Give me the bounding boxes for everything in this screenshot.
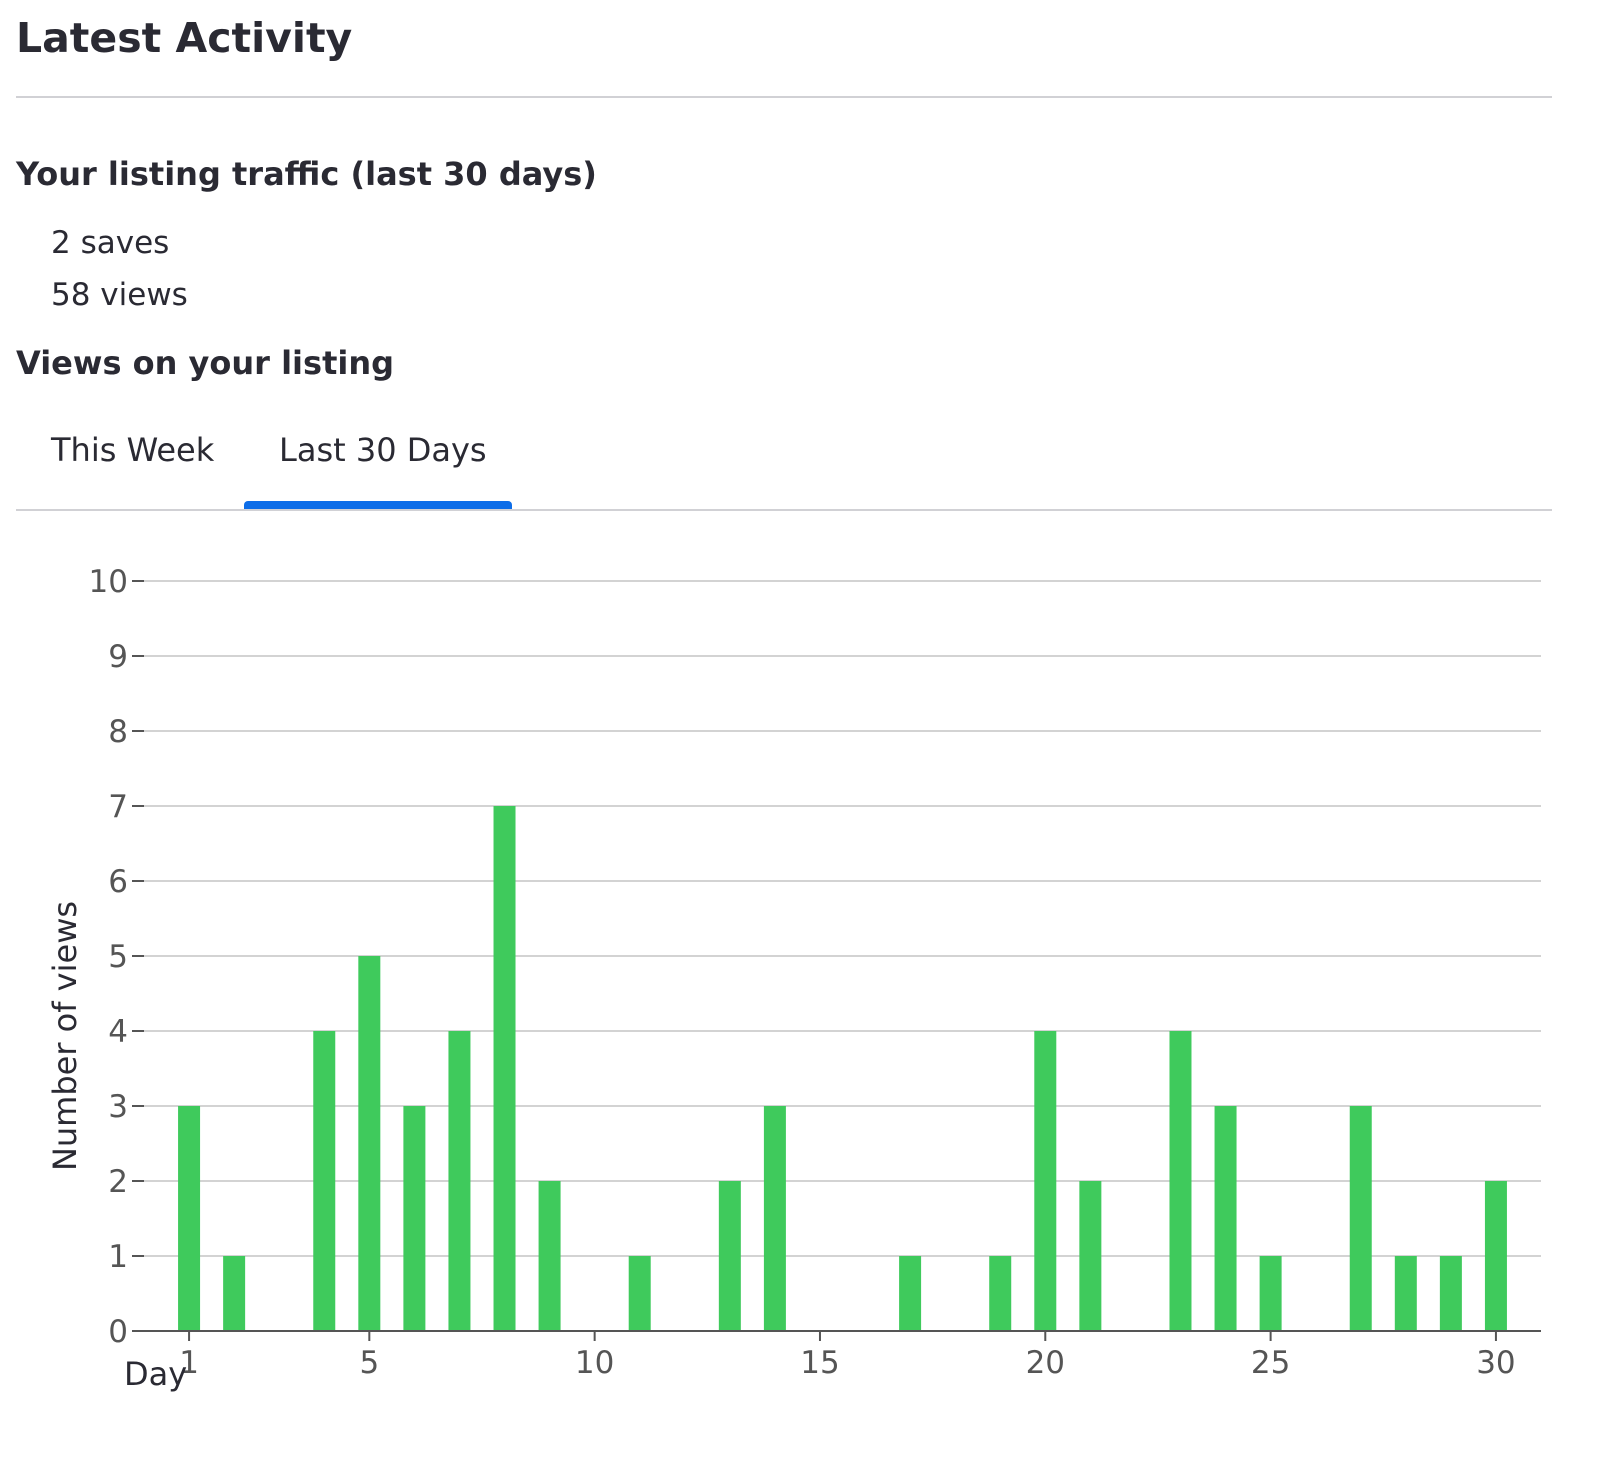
x-tick-label: 10 (575, 1345, 614, 1381)
y-tick-label: 9 (108, 639, 128, 675)
y-tick-label: 0 (108, 1314, 128, 1350)
bar-day-6 (403, 1106, 426, 1331)
bar-day-25 (1259, 1256, 1282, 1331)
x-tick-label: 5 (359, 1345, 379, 1381)
bar-day-27 (1349, 1106, 1372, 1331)
selected-tab-indicator (244, 501, 512, 509)
bar-day-14 (763, 1106, 786, 1331)
bar-day-20 (1034, 1031, 1057, 1331)
bar-day-2 (223, 1256, 246, 1331)
y-tick-label: 6 (108, 864, 128, 900)
views-section-title: Views on your listing (16, 344, 395, 382)
chart-gridlines (144, 580, 1541, 1257)
bar-day-30 (1484, 1181, 1507, 1331)
saves-count: 2 saves (51, 225, 170, 261)
x-tick-label: 1 (179, 1345, 199, 1381)
views-count: 58 views (51, 277, 188, 313)
y-tick-label: 10 (89, 564, 128, 600)
x-tick-label: 30 (1476, 1345, 1515, 1381)
bar-day-29 (1439, 1256, 1462, 1331)
bar-day-9 (538, 1181, 561, 1331)
bar-day-28 (1394, 1256, 1417, 1331)
x-tick-label: 15 (800, 1345, 839, 1381)
x-axis-title: Day (124, 1355, 187, 1393)
bar-day-7 (448, 1031, 471, 1331)
y-tick-label: 3 (108, 1089, 128, 1125)
bar-day-19 (989, 1256, 1012, 1331)
tab-last-30-days-label: Last 30 Days (279, 431, 487, 469)
x-tick-label: 20 (1026, 1345, 1065, 1381)
page-title: Latest Activity (16, 14, 353, 62)
bar-day-21 (1079, 1181, 1102, 1331)
tab-this-week-label: This Week (51, 431, 215, 469)
bar-day-17 (899, 1256, 922, 1331)
bar-day-4 (313, 1031, 336, 1331)
y-axis-title: Number of views (46, 901, 84, 1171)
header-divider (16, 96, 1552, 98)
chart-bars (178, 806, 1507, 1331)
y-tick-label: 7 (108, 789, 128, 825)
bar-day-13 (718, 1181, 741, 1331)
y-tick-label: 8 (108, 714, 128, 750)
views-tabs: This Week Last 30 Days (16, 410, 1552, 511)
bar-day-24 (1214, 1106, 1237, 1331)
bar-day-23 (1169, 1031, 1192, 1331)
x-tick-label: 25 (1251, 1345, 1290, 1381)
bar-day-1 (178, 1106, 201, 1331)
y-tick-label: 5 (108, 939, 128, 975)
traffic-section-title: Your listing traffic (last 30 days) (16, 155, 597, 193)
y-tick-label: 1 (108, 1239, 128, 1275)
tab-this-week[interactable]: This Week (16, 410, 244, 508)
tab-last-30-days[interactable]: Last 30 Days (244, 410, 512, 509)
bar-day-5 (358, 956, 381, 1331)
chart-axes (132, 580, 1541, 1341)
y-tick-label: 4 (108, 1014, 128, 1050)
tabs-divider (16, 509, 1552, 511)
bar-day-8 (493, 806, 516, 1331)
bar-day-11 (628, 1256, 651, 1331)
y-tick-label: 2 (108, 1164, 128, 1200)
